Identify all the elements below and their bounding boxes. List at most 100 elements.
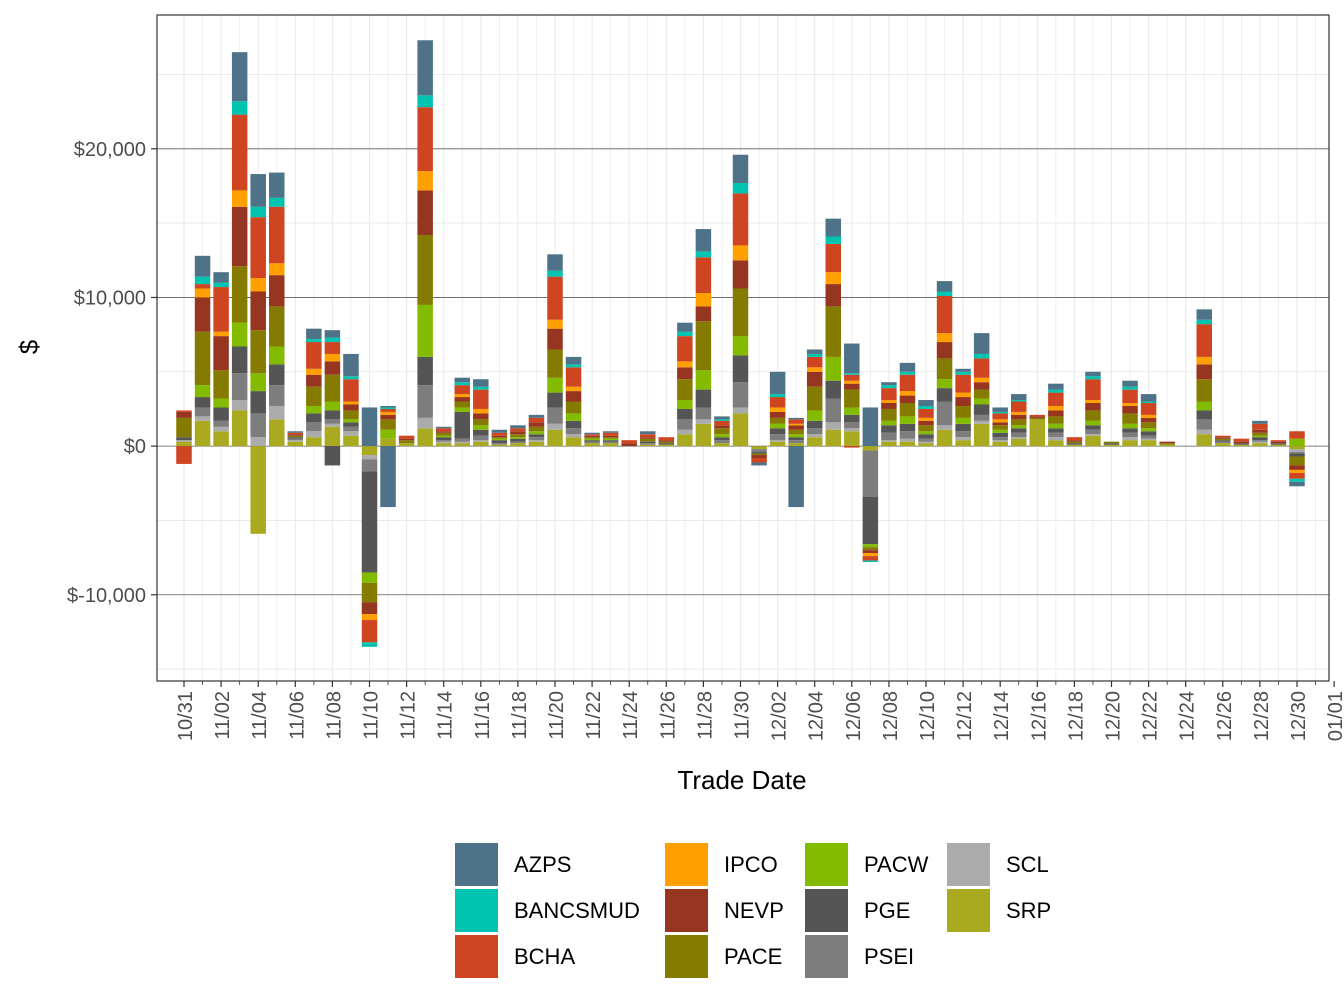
bar-segment-psei: [695, 407, 712, 420]
bar-segment-bancsmud: [231, 101, 248, 115]
bar-segment-nevp: [287, 434, 304, 436]
bar-segment-srp: [398, 443, 415, 447]
bar-segment-psei: [565, 428, 582, 435]
bar-segment-pacw: [936, 379, 953, 389]
bar-segment-psei: [862, 450, 879, 497]
bar-segment-pace: [1196, 379, 1212, 402]
bar-segment-bancsmud: [454, 382, 470, 386]
bar-segment-srp: [565, 437, 582, 447]
bar-segment-azps: [602, 431, 619, 433]
bar-segment-bcha: [714, 420, 730, 426]
bar-segment-ipco: [1289, 469, 1305, 473]
bar-segment-bcha: [695, 257, 712, 293]
y-tick-label: $10,000: [74, 287, 146, 309]
bar-segment-scl: [565, 434, 582, 438]
bar-segment-pge: [1270, 443, 1287, 445]
bar-segment-scl: [677, 429, 693, 435]
bar-segment-bancsmud: [918, 405, 934, 409]
bar-segment-pge: [992, 432, 1008, 438]
bar-segment-pace: [1085, 410, 1101, 421]
bar-segment-azps: [324, 330, 341, 338]
bar-segment-ipco: [213, 331, 229, 337]
bar-segment-pace: [695, 321, 712, 371]
bar-segment-nevp: [1066, 440, 1083, 442]
bar-segment-pge: [510, 438, 526, 442]
bar-segment-ipco: [547, 319, 563, 329]
x-tick-label: 01/01: [1325, 691, 1344, 741]
bar-segment-bcha: [955, 374, 971, 393]
y-tick-label: $20,000: [74, 139, 146, 161]
bar-segment-psei: [806, 428, 823, 435]
bar-segment-pacw: [918, 431, 934, 435]
bar-segment-psei: [973, 414, 990, 421]
bar-segment-azps: [992, 407, 1008, 412]
bar-segment-scl: [287, 440, 304, 442]
bar-segment-srp: [343, 435, 359, 447]
bar-stack-12-22: [1140, 394, 1157, 447]
bar-segment-ipco: [955, 392, 971, 398]
bar-segment-ipco: [788, 423, 804, 426]
bar-segment-ipco: [454, 394, 470, 398]
x-tick-label: 11/12: [398, 691, 420, 740]
bar-segment-pge: [788, 437, 804, 441]
bar-segment-bancsmud: [547, 270, 563, 277]
bar-segment-bcha: [1215, 435, 1231, 438]
bar-segment-bcha: [176, 410, 192, 412]
x-tick-label: 12/20: [1103, 691, 1125, 741]
bar-segment-pacw: [1140, 428, 1157, 432]
bar-segment-pge: [547, 392, 563, 408]
bar-segment-bcha: [510, 428, 526, 432]
bar-segment-scl: [1196, 429, 1212, 435]
bar-segment-psei: [640, 443, 656, 445]
bar-segment-pace: [176, 417, 192, 438]
bar-stack-11-21: [565, 356, 582, 447]
bar-segment-ipco: [361, 614, 378, 621]
bar-segment-srp: [825, 429, 841, 447]
bar-segment-scl: [769, 440, 786, 442]
bar-segment-nevp: [176, 411, 192, 418]
x-tick-label: 12/06: [843, 691, 865, 741]
bar-segment-pace: [1215, 438, 1231, 441]
bar-segment-pge: [565, 420, 582, 429]
bar-segment-pge: [454, 411, 470, 439]
bar-segment-pge: [435, 437, 452, 441]
bar-segment-pge: [194, 397, 211, 408]
bar-stack-12-23: [1159, 441, 1175, 447]
bar-segment-pace: [491, 437, 508, 439]
bar-segment-nevp: [1029, 416, 1046, 418]
bar-segment-nevp: [732, 260, 749, 289]
bar-segment-scl: [343, 431, 359, 436]
bar-segment-bancsmud: [955, 371, 971, 375]
bar-segment-pge: [955, 423, 971, 432]
bar-segment-pace: [714, 428, 730, 435]
bar-segment-ipco: [194, 288, 211, 298]
bar-segment-pacw: [1048, 423, 1064, 429]
bar-segment-pacw: [454, 407, 470, 412]
bar-segment-pge: [324, 410, 341, 420]
bar-segment-bcha: [361, 620, 378, 643]
bar-segment-psei: [454, 438, 470, 442]
bar-segment-ipco: [992, 419, 1008, 423]
x-tick-label: 12/28: [1251, 691, 1273, 741]
bar-segment-ipco: [732, 245, 749, 261]
bar-segment-pacw: [899, 416, 916, 424]
bar-segment-pace: [565, 401, 582, 414]
bar-segment-pge: [658, 443, 675, 445]
bar-segment-pace: [640, 438, 656, 442]
bar-segment-bancsmud: [973, 353, 990, 359]
bar-segment-pace: [862, 547, 879, 551]
bar-segment-bcha: [769, 397, 786, 408]
bar-segment-bancsmud: [806, 353, 823, 357]
bar-segment-srp: [1289, 446, 1305, 450]
bar-segment-srp: [584, 443, 600, 447]
bar-segment-bancsmud: [194, 276, 211, 285]
bar-segment-azps: [732, 154, 749, 183]
bar-segment-bancsmud: [1085, 376, 1101, 380]
bar-segment-azps: [769, 371, 786, 395]
bar-segment-scl: [1289, 449, 1305, 453]
x-tick-label: 12/26: [1214, 691, 1236, 741]
legend-label: SRP: [1006, 898, 1051, 923]
bar-segment-pacw: [881, 420, 897, 426]
bar-segment-srp: [213, 431, 229, 447]
bar-segment-srp: [844, 431, 860, 447]
